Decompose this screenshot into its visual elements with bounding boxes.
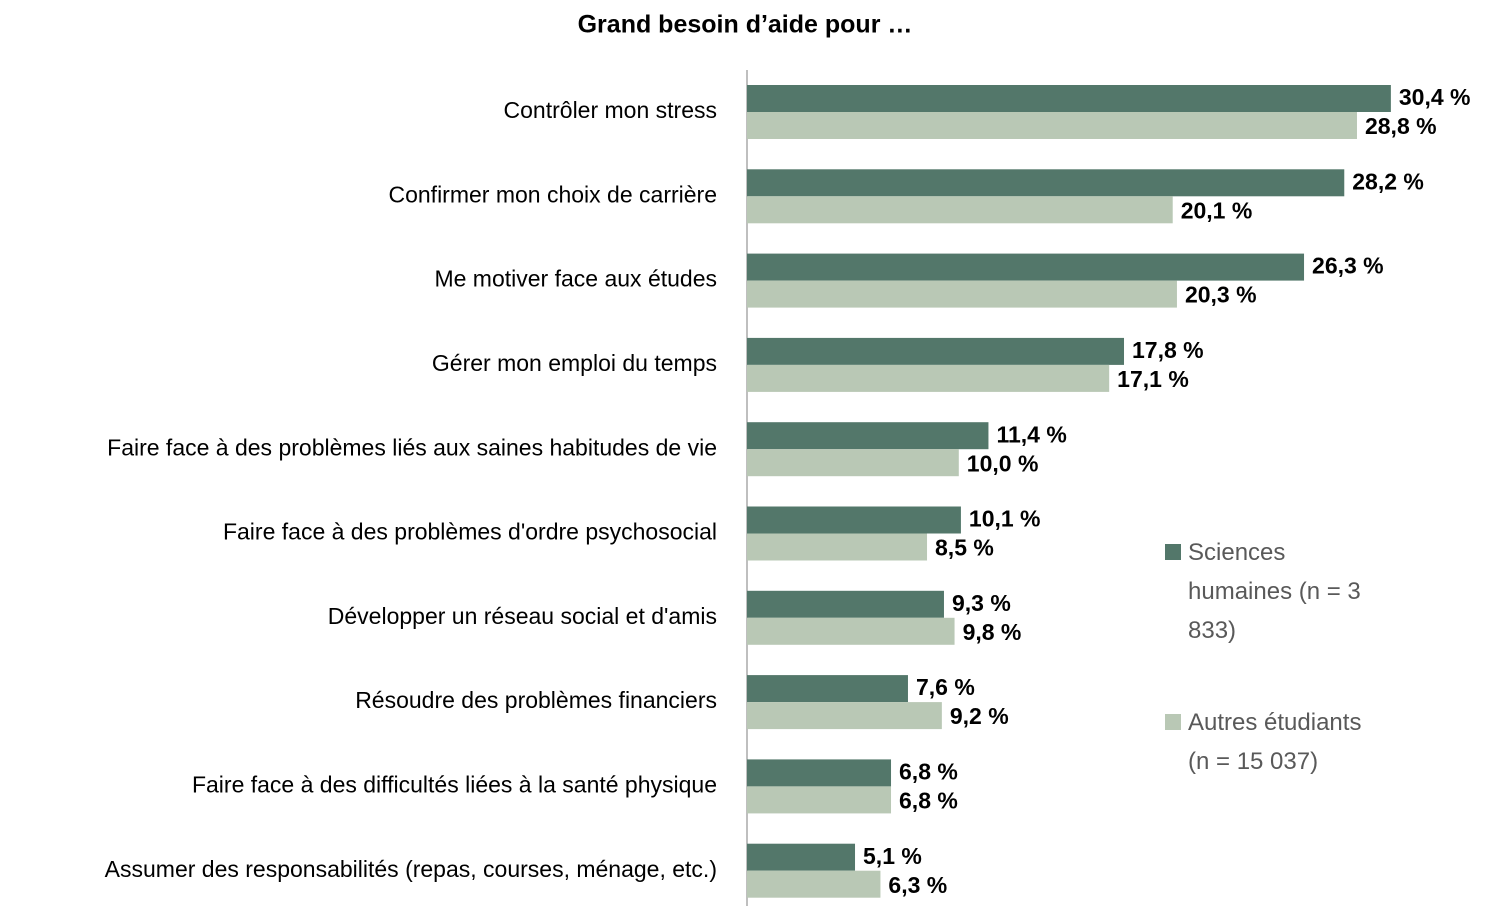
value-label: 28,8 % [1365,113,1437,139]
bar [747,422,989,450]
bar [747,533,928,561]
value-label: 30,4 % [1399,84,1471,110]
bar [747,280,1177,308]
chart-title: Grand besoin d’aide pour … [578,11,913,39]
bar [747,337,1125,365]
bar [747,617,955,645]
y-tick-label: Confirmer mon choix de carrière [388,181,717,207]
bar [747,843,856,871]
legend-swatch [1165,544,1181,560]
bar [747,702,942,730]
y-tick-label: Faire face à des problèmes d'ordre psych… [223,519,717,545]
bar [747,675,908,703]
value-label: 6,8 % [899,787,958,813]
y-tick-label: Contrôler mon stress [504,97,717,123]
bar [747,169,1345,197]
value-label: 28,2 % [1352,168,1424,194]
value-label: 20,3 % [1185,282,1257,308]
bar [747,590,944,618]
bar [747,449,959,477]
y-tick-label: Gérer mon emploi du temps [432,350,717,376]
value-label: 10,1 % [969,506,1041,532]
y-tick-label: Faire face à des problèmes liés aux sain… [107,434,717,460]
y-tick-label: Développer un réseau social et d'amis [328,603,717,629]
bar [747,253,1305,281]
value-label: 9,8 % [963,619,1022,645]
bar [747,759,892,787]
legend-label: Autres étudiants (n = 15 037) [1188,709,1362,775]
value-label: 6,8 % [899,758,958,784]
value-label: 17,1 % [1117,366,1189,392]
bar [747,85,1391,112]
y-tick-label: Faire face à des difficultés liées à la … [192,771,717,797]
bar [747,196,1173,224]
y-tick-label: Assumer des responsabilités (repas, cour… [105,856,717,882]
bar [747,870,881,898]
value-label: 6,3 % [888,872,947,898]
value-label: 17,8 % [1132,337,1204,363]
bar [747,112,1357,139]
value-label: 5,1 % [863,843,922,869]
legend-entry: Sciences humaines (n = 3 833) [1188,539,1361,644]
bar [747,506,961,534]
y-tick-label: Me motiver face aux études [434,266,717,292]
value-label: 20,1 % [1181,197,1253,223]
value-label: 7,6 % [916,674,975,700]
value-label: 11,4 % [996,421,1066,447]
value-label: 10,0 % [967,450,1039,476]
value-label: 26,3 % [1312,253,1384,279]
value-label: 8,5 % [935,535,994,561]
value-label: 9,3 % [952,590,1011,616]
value-label: 9,2 % [950,703,1009,729]
y-tick-label: Résoudre des problèmes financiers [355,687,717,713]
bar [747,786,892,814]
bar [747,364,1110,392]
legend-swatch [1165,714,1181,730]
legend-entry: Autres étudiants (n = 15 037) [1188,709,1362,775]
legend-label: Sciences humaines (n = 3 833) [1188,539,1361,644]
